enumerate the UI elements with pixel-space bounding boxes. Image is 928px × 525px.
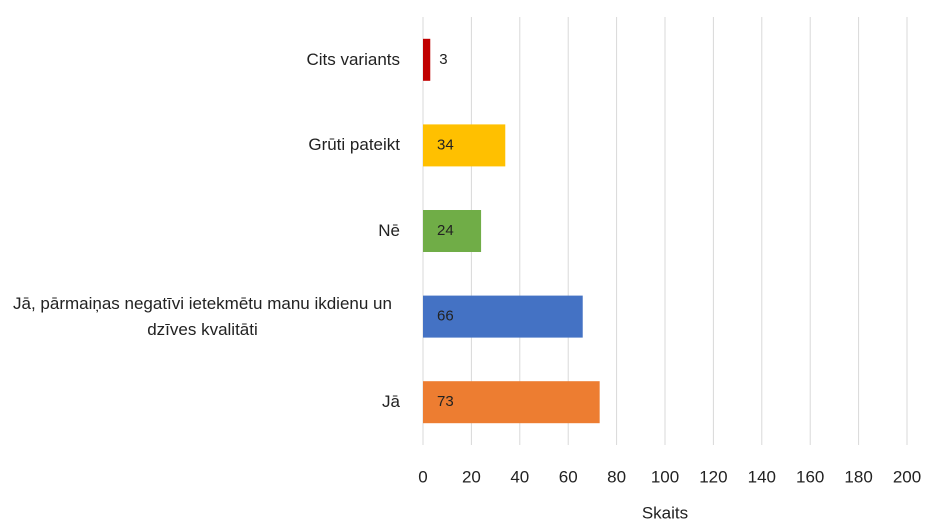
bar: [423, 38, 431, 81]
bar: [423, 124, 506, 167]
data-label: 66: [437, 308, 454, 325]
y-tick-label-box: Jā, pārmaiņas negatīvi ietekmētu manu ik…: [0, 287, 400, 347]
x-tick-label: 80: [607, 467, 626, 486]
x-tick-label: 160: [796, 467, 824, 486]
y-tick-label-box: Jā: [0, 372, 400, 432]
y-tick-label: Nē: [378, 221, 400, 240]
y-tick-label: Jā: [382, 392, 400, 412]
y-tick-label-box: Grūti pateikt: [0, 115, 400, 175]
y-tick-label: Jā, pārmaiņas negatīvi ietekmētu manu ik…: [13, 293, 392, 339]
x-tick-label: 40: [510, 467, 529, 486]
data-label: 34: [437, 136, 454, 153]
x-tick-label: 100: [651, 467, 679, 486]
y-tick-label: Grūti pateikt: [308, 135, 400, 155]
x-axis-label: Skaits: [642, 503, 688, 522]
bar: [423, 381, 600, 424]
y-tick-label-box: Nē: [0, 201, 400, 261]
data-label: 3: [439, 51, 447, 68]
x-tick-label: 60: [559, 467, 578, 486]
bar: [423, 210, 482, 252]
data-label: 73: [437, 393, 454, 410]
y-tick-label: Cits variants: [306, 49, 400, 69]
data-label: 24: [437, 222, 454, 239]
x-tick-label: 200: [893, 467, 921, 486]
x-tick-label: 140: [748, 467, 776, 486]
x-tick-label: 20: [462, 467, 481, 486]
x-tick-label: 120: [699, 467, 727, 486]
bar: [423, 295, 583, 338]
y-tick-label-box: Cits variants: [0, 30, 400, 90]
x-tick-label: 180: [844, 467, 872, 486]
x-tick-label: 0: [418, 467, 427, 486]
